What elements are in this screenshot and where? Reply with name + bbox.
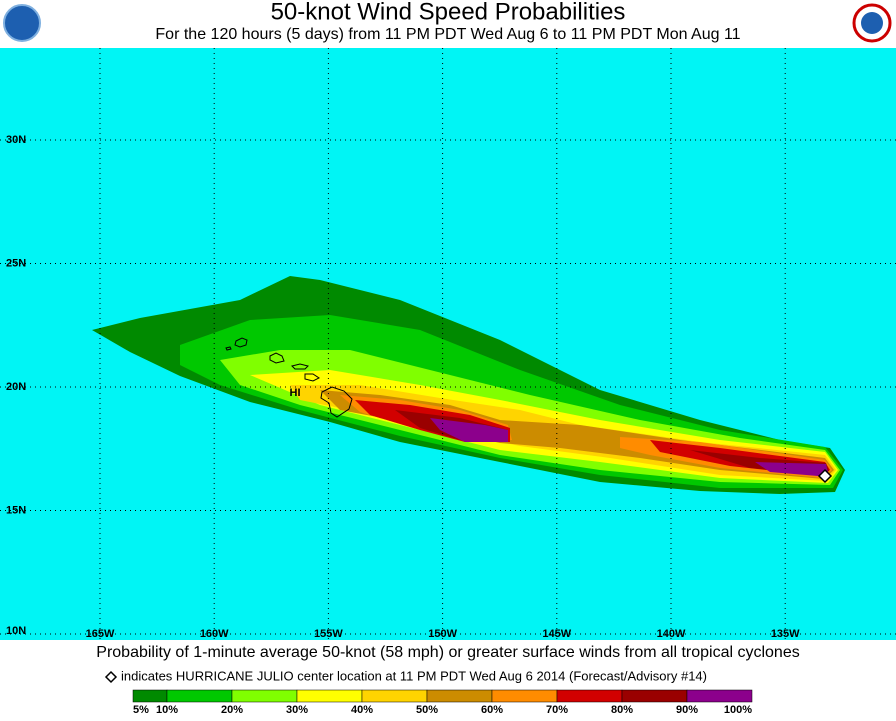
legend-swatch: [296, 689, 363, 703]
latitude-label: 15N: [6, 504, 26, 516]
legend-swatch: [556, 689, 623, 703]
noaa-logo: [3, 4, 41, 42]
longitude-label: 140W: [657, 628, 686, 640]
legend: 5% 10% 20% 30% 40% 50% 60% 70% 80% 90% 100%: [132, 689, 753, 716]
legend-swatch: [166, 689, 233, 703]
caption: Probability of 1-minute average 50-knot …: [96, 644, 799, 661]
longitude-label: 165W: [86, 628, 115, 640]
marker-note: indicates HURRICANE JULIO center locatio…: [121, 668, 707, 683]
legend-label: 90%: [676, 704, 698, 716]
legend-label: 40%: [351, 704, 373, 716]
longitude-label: 135W: [771, 628, 800, 640]
legend-swatch: [231, 689, 298, 703]
island: [320, 386, 353, 418]
legend-swatch: [426, 689, 493, 703]
legend-swatch: [361, 689, 428, 703]
subtitle: For the 120 hours (5 days) from 11 PM PD…: [155, 26, 740, 43]
island: [304, 373, 320, 382]
latitude-label: 10N: [6, 625, 26, 637]
island: [225, 346, 232, 351]
nws-logo-center: [861, 12, 883, 34]
title: 50-knot Wind Speed Probabilities: [271, 0, 626, 25]
legend-label: 20%: [221, 704, 243, 716]
legend-swatch: [132, 689, 168, 703]
longitude-label: 160W: [200, 628, 229, 640]
contour-90: [430, 418, 508, 442]
legend-label: 5%: [133, 704, 149, 716]
latitude-label: 20N: [6, 381, 26, 393]
legend-label: 30%: [286, 704, 308, 716]
island: [291, 363, 309, 370]
longitude-label: 155W: [314, 628, 343, 640]
longitude-label: 150W: [428, 628, 457, 640]
legend-label: 50%: [416, 704, 438, 716]
legend-label: 60%: [481, 704, 503, 716]
place-label: HI: [290, 387, 301, 399]
legend-swatch: [491, 689, 558, 703]
island: [269, 352, 285, 364]
legend-label: 80%: [611, 704, 633, 716]
contour-90: [755, 462, 828, 476]
latitude-label: 30N: [6, 134, 26, 146]
latitude-label: 25N: [6, 257, 26, 269]
legend-swatch: [686, 689, 753, 703]
longitude-label: 145W: [542, 628, 571, 640]
legend-label: 100%: [724, 704, 752, 716]
island: [234, 337, 248, 348]
legend-marker: [104, 670, 118, 684]
legend-label: 10%: [156, 704, 178, 716]
map: HI 165W 160W 155W 150W 145W 140W 135W 30N 25N 20N…: [0, 48, 896, 640]
legend-swatch: [621, 689, 688, 703]
legend-label: 70%: [546, 704, 568, 716]
storm-center-marker: [817, 468, 833, 484]
